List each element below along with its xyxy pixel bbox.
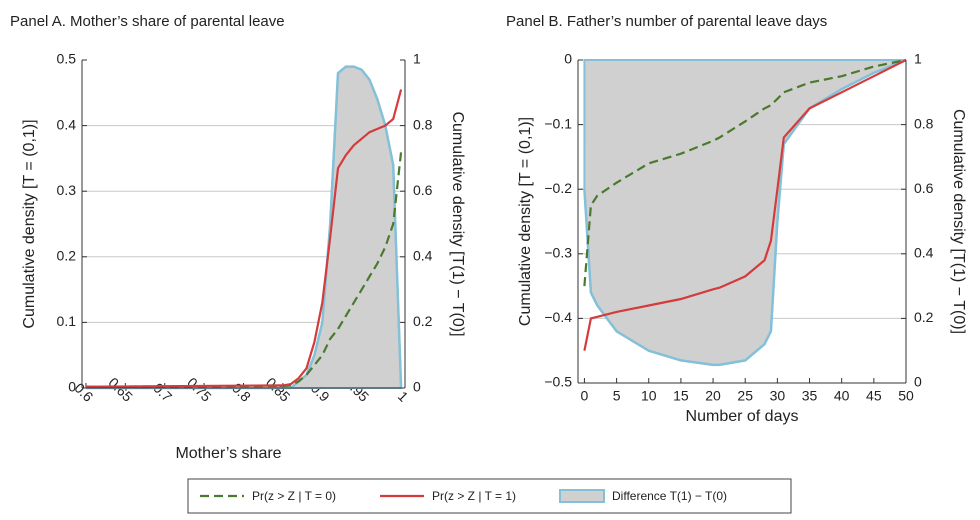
y-tick-label: 0.4 — [57, 116, 77, 132]
x-tick-label: 0.75 — [184, 374, 215, 405]
x-tick-label: 35 — [802, 388, 818, 404]
x-tick-label: 10 — [641, 388, 657, 404]
legend-swatch — [559, 489, 605, 503]
y-axis-label: Cumulative density [T = (0,1)] — [21, 119, 38, 328]
x-tick-label: 15 — [673, 388, 689, 404]
y-tick-label: 0.2 — [57, 248, 77, 264]
y2-tick-label: 0.4 — [914, 245, 934, 261]
x-tick-label: 25 — [737, 388, 753, 404]
y2-tick-label: 0.6 — [914, 180, 934, 196]
legend-label: Pr(z > Z | T = 1) — [432, 489, 516, 503]
y2-tick-label: 0.8 — [413, 116, 433, 132]
panel-title: Panel B. Father’s number of parental lea… — [506, 13, 827, 30]
y2-axis-label: Cumulative density [T(1) − T(0)] — [950, 109, 967, 334]
line — [583, 58, 907, 287]
x-tick-label: 20 — [705, 388, 721, 404]
x-tick-label: 40 — [834, 388, 850, 404]
x-tick-label: 5 — [613, 388, 621, 404]
y2-tick-label: 0.2 — [413, 313, 433, 329]
y2-tick-label: 1 — [914, 51, 922, 67]
y2-tick-label: 0.2 — [914, 309, 934, 325]
x-tick-label: 1 — [395, 388, 412, 405]
legend-label: Pr(z > Z | T = 0) — [252, 489, 336, 503]
y-tick-label: −0.3 — [544, 245, 572, 261]
x-tick-label: 0 — [581, 388, 589, 404]
area-fill — [583, 59, 907, 366]
y-axis-label: Cumulative density [T = (0,1)] — [517, 117, 534, 326]
y-tick-label: 0 — [68, 379, 76, 395]
line — [85, 89, 403, 388]
x-axis-label: Number of days — [686, 408, 799, 425]
y-tick-label: 0.3 — [57, 182, 77, 198]
x-tick-label: 0.65 — [105, 374, 136, 405]
line — [583, 59, 907, 351]
area-fill — [85, 65, 403, 389]
legend-label: Difference T(1) − T(0) — [612, 489, 727, 503]
y2-tick-label: 0.4 — [413, 248, 433, 264]
y-tick-label: 0.5 — [57, 51, 77, 67]
y2-tick-label: 1 — [413, 51, 421, 67]
y-tick-label: −0.5 — [544, 374, 572, 390]
x-tick-label: 0.7 — [150, 380, 175, 405]
legend-box — [187, 478, 792, 514]
line — [85, 151, 403, 388]
y2-tick-label: 0.8 — [914, 115, 934, 131]
y-tick-label: −0.2 — [544, 180, 572, 196]
y-tick-label: 0.1 — [57, 313, 77, 329]
x-tick-label: 50 — [898, 388, 914, 404]
panel-title: Panel A. Mother’s share of parental leav… — [10, 13, 285, 30]
y-tick-label: 0 — [564, 51, 572, 67]
y2-tick-label: 0 — [914, 374, 922, 390]
y2-axis-label: Cumulative density [T(1) − T(0)] — [449, 111, 466, 336]
y2-tick-label: 0 — [413, 379, 421, 395]
x-tick-label: 0.8 — [229, 380, 254, 405]
x-axis-label: Mother’s share — [175, 445, 281, 462]
x-tick-label: 0.85 — [263, 374, 294, 405]
x-tick-label: 30 — [770, 388, 786, 404]
y-tick-label: −0.1 — [544, 115, 572, 131]
y-tick-label: −0.4 — [544, 309, 572, 325]
x-tick-label: 45 — [866, 388, 882, 404]
y2-tick-label: 0.6 — [413, 182, 433, 198]
